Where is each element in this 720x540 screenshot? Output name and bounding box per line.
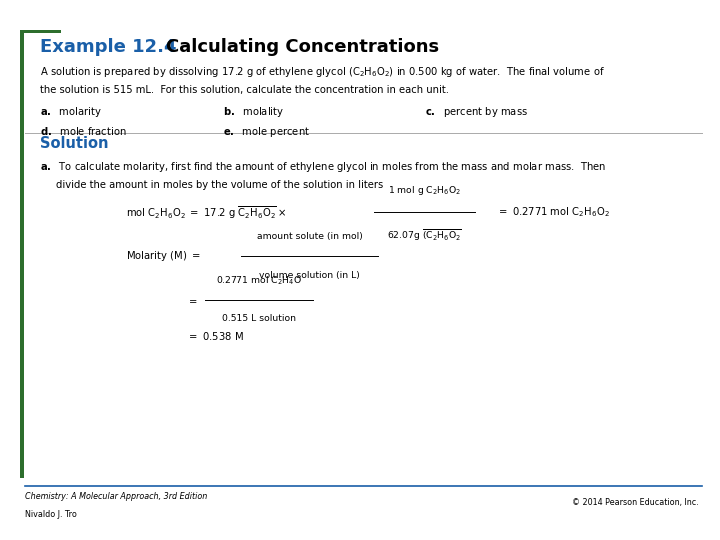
Point xyxy=(471,209,480,215)
Text: $\mathbf{a.}$  molarity: $\mathbf{a.}$ molarity xyxy=(40,105,102,119)
Bar xyxy=(20,30,61,33)
Point xyxy=(309,297,318,303)
Text: $\mathbf{b.}$  molality: $\mathbf{b.}$ molality xyxy=(223,105,284,119)
Text: $\mathbf{c.}$  percent by mass: $\mathbf{c.}$ percent by mass xyxy=(425,105,528,119)
Text: Calculating Concentrations: Calculating Concentrations xyxy=(166,38,438,56)
Text: © 2014 Pearson Education, Inc.: © 2014 Pearson Education, Inc. xyxy=(572,498,698,507)
Text: Chemistry: A Molecular Approach, 3rd Edition: Chemistry: A Molecular Approach, 3rd Edi… xyxy=(25,492,207,502)
Text: volume solution (in L): volume solution (in L) xyxy=(259,272,360,280)
Text: $=$: $=$ xyxy=(187,295,199,305)
Text: divide the amount in moles by the volume of the solution in liters: divide the amount in moles by the volume… xyxy=(56,180,384,191)
Text: mol C$_2$H$_6$O$_2$ $=$ 17.2 g $\overline{\mathrm{C_2H_6O_2}}$ $\times$: mol C$_2$H$_6$O$_2$ $=$ 17.2 g $\overlin… xyxy=(126,204,287,220)
Text: Molarity (M) $=$: Molarity (M) $=$ xyxy=(126,249,200,264)
Point xyxy=(370,209,379,215)
Point xyxy=(374,253,382,260)
Text: amount solute (in mol): amount solute (in mol) xyxy=(257,232,362,241)
Point xyxy=(201,297,210,303)
Text: $=$ 0.2771 mol C$_2$H$_6$O$_2$: $=$ 0.2771 mol C$_2$H$_6$O$_2$ xyxy=(497,205,610,219)
Text: $\mathbf{d.}$  mole fraction: $\mathbf{d.}$ mole fraction xyxy=(40,125,127,137)
Text: the solution is 515 mL.  For this solution, calculate the concentration in each : the solution is 515 mL. For this solutio… xyxy=(40,85,449,95)
Text: 62.07g $\overline{\mathrm{(C_2H_6O_2}}$: 62.07g $\overline{\mathrm{(C_2H_6O_2}}$ xyxy=(387,227,462,243)
Text: 0.515 L solution: 0.515 L solution xyxy=(222,314,296,323)
Text: 1 mol g C$_2$H$_6$O$_2$: 1 mol g C$_2$H$_6$O$_2$ xyxy=(388,184,462,197)
Text: Solution: Solution xyxy=(40,136,108,151)
Text: $\mathbf{e.}$  mole percent: $\mathbf{e.}$ mole percent xyxy=(223,125,310,139)
Text: 0.2771 mol C$_2$H$_4$O: 0.2771 mol C$_2$H$_4$O xyxy=(216,274,302,287)
Text: A solution is prepared by dissolving 17.2 g of ethylene glycol (C$_2$H$_6$O$_2$): A solution is prepared by dissolving 17.… xyxy=(40,65,605,79)
Text: Nivaldo J. Tro: Nivaldo J. Tro xyxy=(25,510,77,519)
Text: Example 12.4: Example 12.4 xyxy=(40,38,176,56)
Point xyxy=(237,253,246,260)
Text: $\mathbf{a.}$  To calculate molarity, first find the amount of ethylene glycol i: $\mathbf{a.}$ To calculate molarity, fir… xyxy=(40,160,606,174)
Bar xyxy=(20,30,24,478)
Text: $=$ 0.538 M: $=$ 0.538 M xyxy=(187,330,244,342)
